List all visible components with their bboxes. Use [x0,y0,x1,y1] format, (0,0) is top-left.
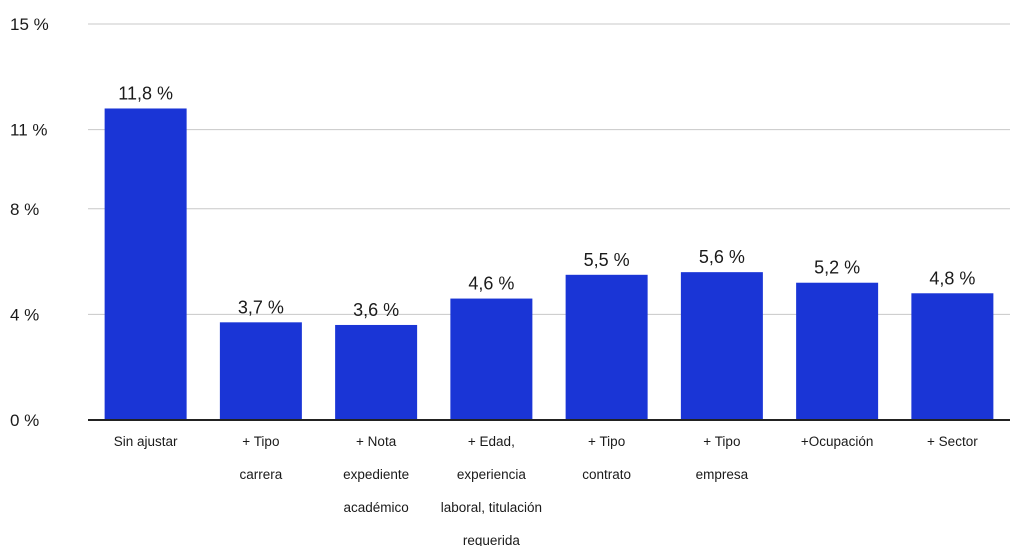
data-label: 3,6 % [353,300,399,320]
bar [565,274,648,420]
x-tick-label-line: + Tipo [588,434,625,449]
x-tick-label: + Sector [927,434,978,449]
data-label: 5,6 % [699,247,745,267]
gridlines [88,23,1010,315]
x-tick-label: + Edad, experiencia laboral, titulación req… [441,434,542,546]
bar [450,298,533,420]
y-tick-label: 15 % [10,15,49,34]
bar [911,293,994,420]
y-tick-label: 0 % [10,411,39,430]
x-tick-label-line: requerida [463,533,521,546]
y-tick-label: 11 % [10,121,48,140]
x-axis-ticks: Sin ajustar + Tipo carrera + Nota expediente… [114,434,978,546]
y-tick-label: 8 % [10,200,39,219]
bar [219,322,302,420]
x-tick-label-line: +Ocupación [801,434,873,449]
bars [104,108,994,420]
x-tick-label-line: + Tipo [703,434,740,449]
x-tick-label-line: carrera [239,467,282,482]
x-tick-label-line: experiencia [457,467,527,482]
bar [335,324,418,420]
data-label: 3,7 % [238,297,284,317]
x-tick-label-line: contrato [582,467,631,482]
data-label: 5,2 % [814,258,860,278]
bar [796,282,879,420]
y-tick-label: 4 % [10,305,39,324]
x-tick-label: +Ocupación [801,434,873,449]
x-tick-label-line: expediente [343,467,409,482]
data-label: 4,6 % [468,274,514,294]
x-tick-label-line: + Tipo [242,434,279,449]
y-axis-ticks: 0 % 4 % 8 % 11 % 15 % [10,15,49,430]
x-tick-label-line: empresa [696,467,749,482]
x-tick-label-line: Sin ajustar [114,434,178,449]
x-tick-label: + Tipo empresa [696,434,749,482]
x-tick-label-line: + Edad, [468,434,515,449]
x-tick-label-line: laboral, titulación [441,500,542,515]
data-label: 11,8 % [118,83,173,103]
x-tick-label-line: + Nota [356,434,397,449]
x-tick-label-line: + Sector [927,434,978,449]
bar [680,272,763,420]
data-label: 4,8 % [929,268,975,288]
data-label: 5,5 % [584,250,630,270]
x-tick-label: + Tipo carrera [239,434,282,482]
bar [104,108,187,420]
data-labels: 11,8 % 3,7 % 3,6 % 4,6 % 5,5 % 5,6 % 5,2 % 4,8 … [118,83,975,319]
x-tick-label: + Tipo contrato [582,434,631,482]
x-tick-label: Sin ajustar [114,434,178,449]
x-tick-label-line: académico [343,500,408,515]
x-tick-label: + Nota expediente académico [343,434,409,515]
